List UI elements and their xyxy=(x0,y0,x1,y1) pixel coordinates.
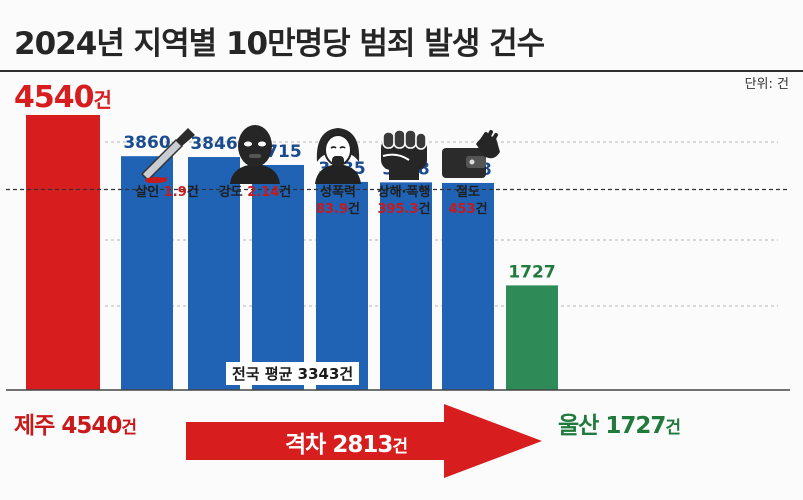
crime-murder: 살인 1.9건 xyxy=(124,122,210,201)
gap-arrow xyxy=(186,404,542,478)
stolen-wallet-icon xyxy=(442,130,500,178)
jeju-label: 제주 4540건 xyxy=(14,413,137,439)
bar xyxy=(506,285,558,390)
chart-title: 2024년 지역별 10만명당 범죄 발생 건수 xyxy=(14,26,545,62)
bar-value-label: 3846 xyxy=(190,134,237,154)
crime-robbery: 강도 2.14건 xyxy=(212,122,298,201)
fist-icon xyxy=(381,129,427,180)
bar xyxy=(188,157,240,390)
bar xyxy=(121,156,173,390)
unit-label: 단위: 건 xyxy=(744,77,789,92)
bar xyxy=(442,182,494,390)
bar xyxy=(380,182,432,390)
bar-value-label: 1727 xyxy=(508,262,555,282)
bar xyxy=(26,115,100,390)
ulsan-label: 울산 1727건 xyxy=(558,413,681,439)
bar-value-label: 3860 xyxy=(123,133,170,153)
gap-label: 격차 2813건 xyxy=(285,432,408,458)
crime-assault: 상해·폭행 395.3건 xyxy=(368,122,440,218)
crime-sexual-violence: 성폭력 83.9건 xyxy=(300,122,376,218)
title-divider xyxy=(0,70,803,72)
knife-icon xyxy=(140,128,195,183)
max-value-label: 4540건 xyxy=(14,80,112,115)
masked-robber-icon xyxy=(230,125,280,184)
distressed-woman-icon xyxy=(315,128,361,184)
bar xyxy=(252,164,304,390)
crime-theft: 절도 453건 xyxy=(436,122,500,218)
bar xyxy=(316,181,368,390)
national-average-label: 전국 평균 3343건 xyxy=(226,362,360,385)
